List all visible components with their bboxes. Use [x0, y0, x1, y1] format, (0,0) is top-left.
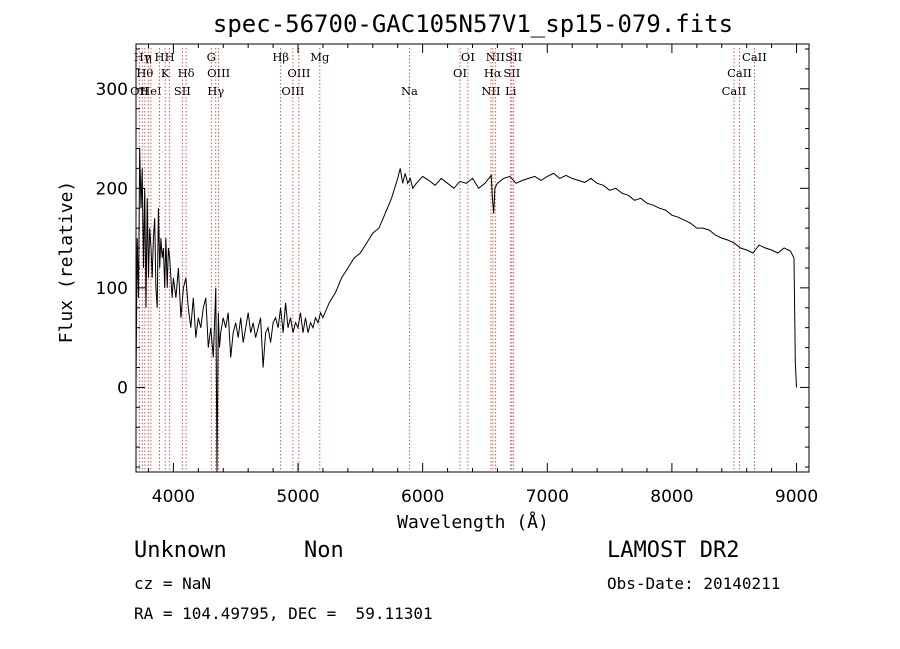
- line-label-16: Mg: [310, 50, 330, 64]
- coordinates-text: RA = 104.49795, DEC = 59.11301: [134, 604, 433, 623]
- line-label-1: Hγ: [134, 50, 151, 64]
- class-label: Unknown: [134, 538, 227, 563]
- chart-title: spec-56700-GAC105N57V1_sp15-079.fits: [213, 10, 733, 38]
- line-label-21: Hα: [484, 66, 502, 80]
- axis-ticks: 4000 5000 6000 7000 8000 9000 0 100 200 300: [96, 44, 818, 507]
- line-label-10: G: [207, 50, 216, 64]
- y-axis-label: Flux (relative): [56, 181, 77, 344]
- y-tick-label-3: 300: [96, 80, 128, 100]
- obs-date-text: Obs-Date: 20140211: [607, 574, 781, 593]
- line-label-12: OIII: [207, 66, 230, 80]
- spectral-line-markers: OIIHγHθηHeIHKHSIIHδGHγOIIIHβOIIIOIIIMgNa…: [130, 48, 767, 472]
- x-axis-label: Wavelength (Å): [397, 511, 549, 533]
- y-tick-label-0: 0: [117, 378, 128, 398]
- y-tick-label-2: 200: [96, 179, 128, 199]
- spectrum-line: [135, 148, 797, 473]
- line-label-24: SII: [503, 66, 520, 80]
- line-label-19: OI: [461, 50, 475, 64]
- x-tick-label-3: 7000: [526, 487, 569, 507]
- line-label-25: SII: [505, 50, 522, 64]
- x-tick-label-0: 4000: [152, 487, 195, 507]
- line-label-20: NII: [481, 84, 500, 98]
- line-label-3: η: [145, 50, 152, 64]
- line-label-28: CaII: [742, 50, 767, 64]
- redshift-text: cz = NaN: [134, 574, 212, 593]
- x-tick-label-1: 5000: [276, 487, 319, 507]
- line-label-27: CaII: [727, 66, 752, 80]
- line-label-8: SII: [174, 84, 191, 98]
- line-label-5: H: [155, 50, 165, 64]
- x-tick-label-2: 6000: [401, 487, 444, 507]
- line-label-0: OII: [130, 84, 149, 98]
- line-label-11: Hγ: [207, 84, 224, 98]
- line-label-15: OIII: [287, 66, 310, 80]
- spectrum-chart: spec-56700-GAC105N57V1_sp15-079.fits OII…: [56, 10, 818, 533]
- plot-frame: [135, 43, 810, 473]
- line-label-2: Hθ: [136, 66, 153, 80]
- line-label-9: Hδ: [178, 66, 195, 80]
- line-label-26: CaII: [722, 84, 747, 98]
- line-label-7: H: [165, 50, 175, 64]
- line-label-14: OIII: [281, 84, 304, 98]
- line-label-6: K: [161, 66, 170, 80]
- line-label-4: HeI: [140, 84, 161, 98]
- x-tick-label-5: 9000: [775, 487, 818, 507]
- survey-label: LAMOST DR2: [607, 538, 740, 563]
- y-tick-label-1: 100: [96, 279, 128, 299]
- x-tick-label-4: 8000: [650, 487, 693, 507]
- line-label-23: Li: [505, 84, 517, 98]
- line-label-17: Na: [401, 84, 418, 98]
- subclass-label: Non: [304, 538, 344, 563]
- line-label-18: OI: [453, 66, 467, 80]
- line-label-13: Hβ: [272, 50, 289, 64]
- line-label-22: NII: [486, 50, 505, 64]
